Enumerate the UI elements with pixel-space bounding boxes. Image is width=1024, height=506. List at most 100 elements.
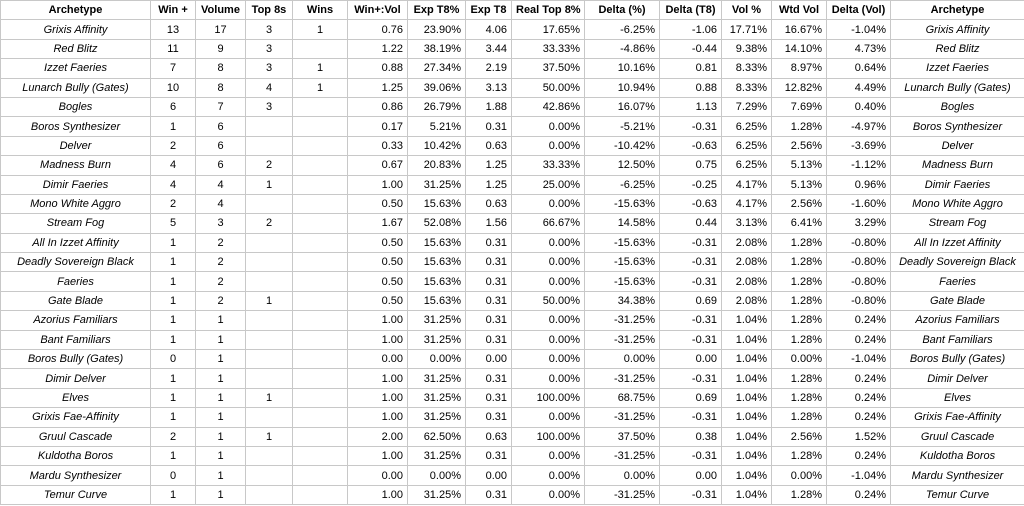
value-cell xyxy=(245,349,293,370)
value-cell: 17.71% xyxy=(721,19,772,40)
value-cell: 6.25% xyxy=(721,116,772,137)
table-row: Gate Blade 1 2 1 0.50 15.63% 0.31 50.00% 34.38% 0… xyxy=(0,290,1024,312)
table-row: Elves 1 1 1 1.00 31.25% 0.31 100.00% 68.75% 0.69 1… xyxy=(0,387,1024,409)
archetype-cell: Mardu Synthesizer xyxy=(890,465,1024,486)
value-cell: 0.24% xyxy=(826,407,891,428)
archetype-cell: Deadly Sovereign Black xyxy=(0,252,151,273)
value-cell: 1 xyxy=(195,465,246,486)
value-cell: 6 xyxy=(195,116,246,137)
value-cell: 2.08% xyxy=(721,252,772,273)
table-row: Red Blitz 11 9 3 1.22 38.19% 3.44 33.33% -4.86% -… xyxy=(0,38,1024,60)
value-cell xyxy=(245,232,293,254)
value-cell: 1 xyxy=(195,484,246,506)
value-cell xyxy=(292,252,348,273)
table-row: Grixis Fae-Affinity 1 1 1.00 31.25% 0.31 0.00%… xyxy=(0,407,1024,428)
value-cell: 0.00% xyxy=(511,329,585,351)
value-cell: -0.31 xyxy=(659,329,722,351)
archetype-cell: All In Izzet Affinity xyxy=(0,232,151,254)
value-cell: -0.31 xyxy=(659,116,722,137)
value-cell: 1 xyxy=(150,329,196,351)
archetype-cell: Stream Fog xyxy=(0,213,151,234)
value-cell: 2 xyxy=(245,155,293,176)
archetype-cell: Bant Familiars xyxy=(890,329,1024,351)
value-cell: -6.25% xyxy=(584,19,660,40)
value-cell xyxy=(292,329,348,351)
table-row: Bant Familiars 1 1 1.00 31.25% 0.31 0.00% -31.2… xyxy=(0,329,1024,351)
value-cell: 6.41% xyxy=(771,213,827,234)
value-cell xyxy=(292,135,348,157)
value-cell xyxy=(292,368,348,389)
value-cell: 0.00% xyxy=(511,445,585,467)
value-cell xyxy=(245,484,293,506)
value-cell: 1.04% xyxy=(721,407,772,428)
table-row: Izzet Faeries 7 8 3 1 0.88 27.34% 2.19 37.50% 10.… xyxy=(0,58,1024,79)
value-cell: 1 xyxy=(292,19,348,40)
value-cell: -1.04% xyxy=(826,19,891,40)
value-cell: 0.31 xyxy=(465,310,512,331)
value-cell: 17 xyxy=(195,19,246,40)
value-cell: 3 xyxy=(245,38,293,60)
value-cell: 1.04% xyxy=(721,310,772,331)
archetype-cell: Red Blitz xyxy=(0,38,151,60)
value-cell: 1.22 xyxy=(347,38,408,60)
value-cell: 0.31 xyxy=(465,407,512,428)
value-cell: 1.28% xyxy=(771,407,827,428)
value-cell xyxy=(292,310,348,331)
value-cell: -1.60% xyxy=(826,193,891,215)
value-cell: 3 xyxy=(245,58,293,79)
table-row: Azorius Familiars 1 1 1.00 31.25% 0.31 0.00% -3… xyxy=(0,310,1024,331)
value-cell: 0.50 xyxy=(347,232,408,254)
archetype-cell: Izzet Faeries xyxy=(0,58,151,79)
value-cell: 4.49% xyxy=(826,77,891,98)
value-cell xyxy=(292,232,348,254)
value-cell: 1.28% xyxy=(771,290,827,312)
value-cell: 1.00 xyxy=(347,407,408,428)
value-cell: 68.75% xyxy=(584,387,660,409)
value-cell: 1.00 xyxy=(347,174,408,195)
value-cell: 8.33% xyxy=(721,77,772,98)
value-cell: 31.25% xyxy=(407,387,466,409)
value-cell: 34.38% xyxy=(584,290,660,312)
value-cell: 1.25 xyxy=(465,174,512,195)
value-cell: 0.69 xyxy=(659,387,722,409)
header-cell: Wtd Vol xyxy=(771,0,827,21)
value-cell: 2 xyxy=(245,213,293,234)
value-cell: 0.24% xyxy=(826,329,891,351)
value-cell: -31.25% xyxy=(584,329,660,351)
value-cell: 5.13% xyxy=(771,155,827,176)
value-cell: 31.25% xyxy=(407,329,466,351)
value-cell: 15.63% xyxy=(407,271,466,292)
value-cell: 0.81 xyxy=(659,58,722,79)
value-cell: -1.06 xyxy=(659,19,722,40)
value-cell: 1 xyxy=(245,290,293,312)
header-cell: Top 8s xyxy=(245,0,293,21)
value-cell xyxy=(292,271,348,292)
value-cell: 3.44 xyxy=(465,38,512,60)
value-cell: 2 xyxy=(195,290,246,312)
value-cell: 0.00% xyxy=(511,116,585,137)
archetype-cell: Lunarch Bully (Gates) xyxy=(0,77,151,98)
value-cell: 37.50% xyxy=(511,58,585,79)
value-cell: 31.25% xyxy=(407,407,466,428)
value-cell: 31.25% xyxy=(407,445,466,467)
value-cell: 25.00% xyxy=(511,174,585,195)
value-cell: 16.67% xyxy=(771,19,827,40)
value-cell: 14.58% xyxy=(584,213,660,234)
value-cell: 2.56% xyxy=(771,135,827,157)
value-cell: 11 xyxy=(150,38,196,60)
value-cell: 31.25% xyxy=(407,368,466,389)
archetype-cell: Boros Bully (Gates) xyxy=(890,349,1024,370)
value-cell: -1.12% xyxy=(826,155,891,176)
value-cell: -15.63% xyxy=(584,252,660,273)
value-cell: 0.67 xyxy=(347,155,408,176)
value-cell: 1 xyxy=(292,58,348,79)
value-cell: 2.56% xyxy=(771,193,827,215)
value-cell: 37.50% xyxy=(584,426,660,447)
value-cell: 3 xyxy=(195,213,246,234)
archetype-cell: Grixis Affinity xyxy=(890,19,1024,40)
archetype-cell: Temur Curve xyxy=(890,484,1024,506)
value-cell: -0.31 xyxy=(659,407,722,428)
archetype-cell: Mono White Aggro xyxy=(0,193,151,215)
table-row: Madness Burn 4 6 2 0.67 20.83% 1.25 33.33% 12.50… xyxy=(0,155,1024,176)
value-cell: 1.00 xyxy=(347,329,408,351)
